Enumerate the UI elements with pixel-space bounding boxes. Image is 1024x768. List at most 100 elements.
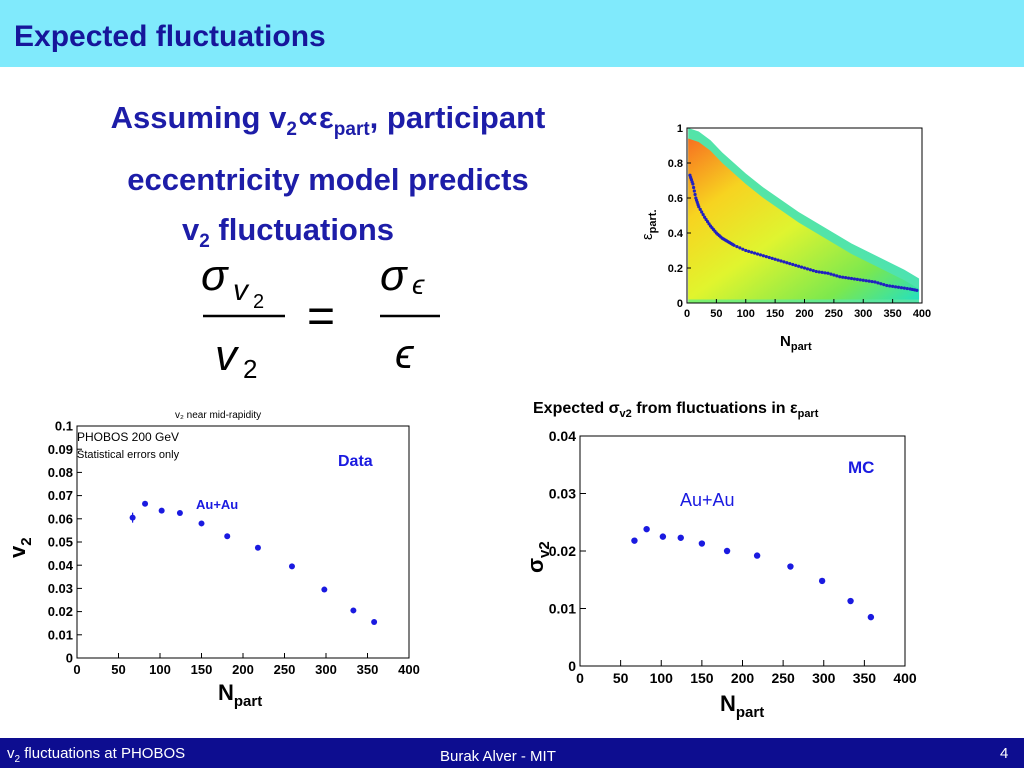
- mean-curve-point: [870, 279, 874, 284]
- x-tick-label: 150: [690, 670, 714, 686]
- rhs-sigma-sub: ϵ: [412, 269, 425, 300]
- footer-author: Burak Alver - MIT: [440, 748, 556, 765]
- y-tick-label: 0.8: [668, 158, 683, 170]
- mean-curve-point: [888, 284, 892, 288]
- mean-curve-point: [861, 278, 865, 282]
- au-au-label-mc: Au+Au: [680, 490, 735, 510]
- heatmap-ylabel: εpart.: [639, 209, 659, 240]
- mc-point: [698, 540, 706, 547]
- y-tick-label: 0.6: [668, 193, 683, 205]
- mean-curve-point: [692, 185, 696, 190]
- y-tick-label: 0.03: [48, 581, 73, 596]
- data-point: [142, 500, 149, 507]
- fluctuation-equation: σ v 2 v 2 = σ ϵ ϵ: [201, 251, 440, 380]
- x-tick-label: 150: [191, 662, 213, 677]
- x-tick-label: 0: [73, 662, 80, 677]
- y-tick-label: 0.08: [48, 465, 73, 480]
- mc-point: [723, 547, 731, 555]
- bullet-line-1-sub1: 2: [286, 119, 297, 141]
- data-point: [224, 533, 231, 540]
- rhs-denominator: ϵ: [395, 330, 415, 377]
- x-tick-label: 250: [771, 670, 795, 686]
- bullet-line-1-end: , participant: [369, 100, 546, 135]
- y-tick-label: 0.04: [549, 428, 576, 444]
- data-chart-title: v₂ near mid-rapidity: [175, 410, 261, 421]
- mean-curve-point: [785, 261, 789, 265]
- y-tick-label: 0.03: [549, 485, 576, 501]
- mc-label: MC: [848, 458, 874, 477]
- rhs-sigma: σ: [380, 251, 408, 300]
- mean-curve-point: [891, 284, 895, 288]
- x-tick-label: 400: [893, 670, 917, 686]
- data-point: [288, 563, 295, 570]
- heatmap-core: [688, 138, 920, 300]
- bullet-line-1-sub2: part: [333, 119, 370, 141]
- mean-curve-point: [855, 277, 859, 281]
- mean-curve-point: [741, 247, 745, 251]
- data-point: [350, 607, 357, 614]
- y-tick-label: 0: [568, 658, 576, 674]
- x-tick-label: 400: [398, 662, 420, 677]
- mean-curve-point: [835, 274, 839, 278]
- heatmap-xlabel: Npart: [780, 333, 812, 353]
- mean-curve-point: [905, 286, 909, 291]
- mean-curve-point: [864, 279, 868, 283]
- proportional-symbol: ∝ε: [296, 100, 334, 135]
- mean-curve-point: [899, 286, 904, 290]
- mean-curve-point: [841, 275, 845, 279]
- mc-point: [631, 537, 638, 544]
- slide-title: Expected fluctuations: [14, 20, 326, 53]
- mean-curve-point: [823, 271, 827, 275]
- data-point: [321, 586, 328, 593]
- mean-curve-point: [752, 251, 757, 255]
- mean-curve-point: [738, 246, 742, 250]
- mean-curve-point: [758, 253, 763, 257]
- mc-point: [753, 552, 761, 559]
- x-tick-label: 50: [111, 662, 125, 677]
- x-tick-label: 350: [883, 308, 901, 320]
- mean-curve-point: [849, 276, 854, 281]
- bullet-line-1-start: Assuming v: [110, 100, 287, 135]
- equals-sign: =: [307, 290, 335, 343]
- mean-curve-point: [767, 255, 771, 260]
- mean-curve-point: [701, 213, 705, 217]
- x-tick-label: 400: [913, 308, 931, 320]
- mean-curve-point: [697, 205, 701, 209]
- mean-curve-point: [799, 265, 804, 269]
- mean-curve-point: [896, 285, 901, 289]
- y-tick-label: 0.07: [48, 488, 73, 503]
- mc-point: [787, 563, 794, 570]
- x-tick-label: 0: [576, 670, 584, 686]
- y-tick-label: 0.2: [668, 263, 683, 275]
- bullet-text: Assuming v2∝εpart, participant eccentric…: [28, 88, 628, 272]
- mc-point: [818, 577, 826, 585]
- mc-chart-ylabel: σv2: [523, 541, 553, 573]
- page-number: 4: [1000, 745, 1009, 762]
- y-tick-label: 0.1: [55, 419, 73, 434]
- y-tick-label: 0.05: [48, 535, 73, 550]
- y-tick-label: 0: [66, 651, 73, 666]
- y-tick-label: 0.06: [48, 511, 73, 526]
- mean-curve-point: [744, 248, 748, 253]
- mc-point: [659, 533, 667, 540]
- x-tick-label: 100: [149, 662, 171, 677]
- data-point: [129, 514, 136, 521]
- x-tick-label: 300: [854, 308, 872, 320]
- data-chart-ylabel: v2: [5, 537, 35, 558]
- x-tick-label: 100: [737, 308, 755, 320]
- lhs-sigma: σ: [201, 251, 229, 300]
- mean-curve-point: [817, 270, 821, 274]
- x-tick-label: 50: [710, 308, 722, 320]
- bullet-line-3-sub: 2: [199, 231, 210, 253]
- v2-data-chart: v₂ near mid-rapidity 0 50 100 150 200 250 300 3…: [5, 400, 435, 720]
- mean-curve-point: [782, 260, 786, 264]
- mean-curve-point: [698, 207, 702, 211]
- mean-curve-point: [858, 278, 862, 282]
- bullet-line-2: eccentricity model predicts: [127, 162, 529, 198]
- x-tick-label: 200: [232, 662, 254, 677]
- stat-errors-annotation: Statistical errors only: [77, 449, 180, 461]
- y-tick-label: 0.01: [48, 627, 73, 642]
- mean-curve-point: [691, 182, 695, 186]
- mean-curve-point: [747, 249, 751, 253]
- mean-curve-point: [788, 262, 792, 266]
